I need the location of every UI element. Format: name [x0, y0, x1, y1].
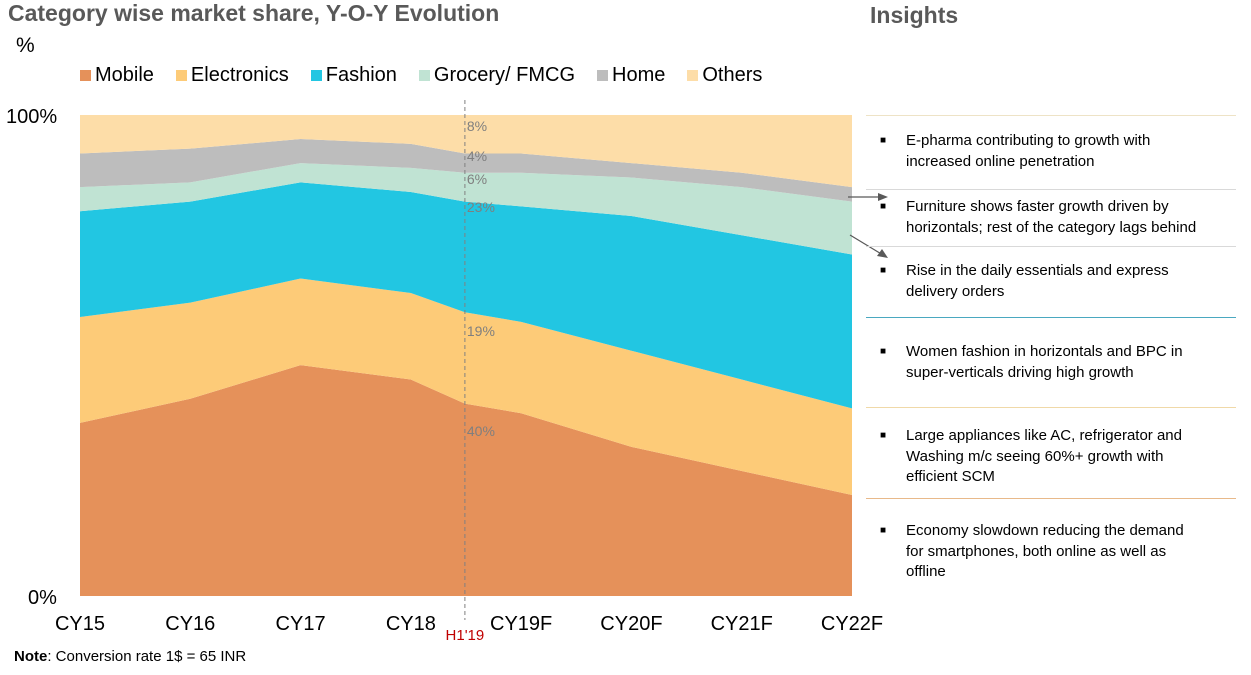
insight-text-line: Economy slowdown reducing the demand	[906, 522, 1184, 539]
insight-divider	[866, 317, 1236, 318]
insight-text: Large appliances like AC, refrigerator a…	[906, 426, 1182, 488]
y-tick-0: 0%	[28, 587, 57, 609]
unit-label: %	[16, 34, 35, 57]
x-tick-label: CY20F	[600, 613, 662, 635]
area-electronics	[80, 278, 852, 495]
arrow-head-icon	[877, 249, 888, 258]
chart-title: Category wise market share, Y-O-Y Evolut…	[8, 0, 500, 26]
insight-divider	[866, 115, 1236, 116]
x-tick-label: CY17	[276, 613, 326, 635]
legend-label: Grocery/ FMCG	[433, 64, 576, 86]
x-tick-label: CY15	[55, 613, 105, 635]
insight-text-line: Large appliances like AC, refrigerator a…	[906, 427, 1182, 444]
insight-item: ■ Women fashion in horizontals and BPC in…	[880, 342, 1240, 383]
legend-label: Electronics	[190, 64, 289, 86]
legend-label: Others	[702, 64, 763, 86]
insight-text: Women fashion in horizontals and BPC in s…	[906, 342, 1183, 383]
insight-item: ■ Large appliances like AC, refrigerator …	[880, 426, 1240, 488]
insight-item: ■ Economy slowdown reducing the demand for…	[880, 521, 1240, 583]
legend-item-home: Home	[597, 64, 665, 87]
legend-item-grocery: Grocery/ FMCG	[418, 64, 576, 87]
x-tick-label: CY18	[386, 613, 436, 635]
legend-swatch	[175, 70, 187, 81]
data-label: 6%	[467, 171, 487, 187]
data-label: 19%	[467, 323, 495, 339]
footnote: Note: Conversion rate 1$ = 65 INR	[14, 648, 246, 665]
insight-item: ■ Furniture shows faster growth driven by…	[880, 197, 1240, 238]
arrow-line	[849, 234, 884, 256]
note-text: : Conversion rate 1$ = 65 INR	[47, 648, 247, 665]
legend-item-others: Others	[687, 64, 762, 87]
legend-swatch	[80, 70, 91, 81]
area-others	[80, 115, 852, 188]
bullet-icon: ■	[880, 430, 887, 441]
arrow-head-icon	[878, 193, 888, 201]
legend-swatch	[310, 70, 322, 81]
insight-divider	[866, 407, 1236, 408]
y-tick-100: 100%	[6, 106, 57, 128]
stacked-area-chart: 100% 0% CY15 CY16 CY17 CY18 H1'19 CY19F CY20F C…	[6, 100, 888, 644]
insight-text-line: Furniture shows faster growth driven by	[906, 198, 1169, 215]
x-tick-label: CY19F	[490, 613, 552, 635]
insight-text-line: Rise in the daily essentials and express	[906, 262, 1169, 279]
insight-text-line: offline	[906, 563, 946, 580]
insights-title: Insights	[870, 2, 959, 28]
bullet-icon: ■	[880, 201, 887, 212]
area-mobile	[80, 365, 852, 596]
bullet-icon: ■	[880, 265, 887, 276]
x-tick-label: CY16	[165, 613, 215, 635]
legend-item-fashion: Fashion	[310, 64, 397, 87]
bullet-icon: ■	[880, 525, 887, 536]
insight-text-line: Washing m/c seeing 60%+ growth with	[906, 447, 1164, 465]
insight-item: ■ Rise in the daily essentials and expres…	[880, 261, 1240, 302]
area-grocery-fmcg	[80, 163, 852, 255]
insight-divider	[866, 246, 1236, 247]
insight-item: ■ E-pharma contributing to growth with inc…	[880, 131, 1240, 172]
insight-divider	[866, 498, 1236, 499]
data-label: 4%	[467, 148, 487, 164]
legend-label: Mobile	[95, 64, 154, 86]
insight-text-line: E-pharma contributing to growth with	[906, 132, 1151, 149]
data-label: 8%	[467, 118, 487, 134]
legend-swatch	[418, 70, 430, 81]
legend-item-electronics: Electronics	[175, 64, 289, 87]
bullet-icon: ■	[880, 135, 887, 146]
x-tick-label: H1'19	[446, 627, 485, 644]
insight-text-line: for smartphones, both online as well as	[906, 542, 1167, 560]
legend-item-mobile: Mobile	[80, 64, 154, 87]
insight-text-line: Women fashion in horizontals and BPC in	[906, 343, 1183, 360]
area-home	[80, 139, 852, 202]
insight-divider	[866, 189, 1236, 190]
insight-text-line: super-verticals driving high growth	[906, 363, 1134, 381]
insight-text: Economy slowdown reducing the demand for …	[906, 521, 1184, 583]
legend-label: Fashion	[325, 64, 397, 86]
data-label: 40%	[467, 423, 495, 439]
insight-text-line: efficient SCM	[906, 468, 995, 485]
insight-text-line: delivery orders	[906, 282, 1005, 300]
area-fashion	[80, 182, 852, 409]
note-label: Note	[14, 648, 48, 665]
x-tick-label: CY22F	[821, 613, 883, 635]
insight-text-line: horizontals; rest of the category lags b…	[906, 218, 1197, 236]
insight-text: E-pharma contributing to growth with incr…	[906, 131, 1150, 172]
x-tick-label: CY21F	[711, 613, 773, 635]
bullet-icon: ■	[880, 346, 887, 357]
legend-swatch	[687, 70, 699, 81]
insight-text: Furniture shows faster growth driven by h…	[906, 197, 1196, 238]
insight-text: Rise in the daily essentials and express…	[906, 261, 1169, 302]
insight-text-line: increased online penetration	[906, 152, 1095, 170]
legend-label: Home	[612, 64, 666, 86]
legend: Mobile Electronics Fashion Grocery/ FMCG…	[80, 64, 762, 87]
data-label: 23%	[467, 199, 495, 215]
legend-swatch	[597, 70, 609, 81]
